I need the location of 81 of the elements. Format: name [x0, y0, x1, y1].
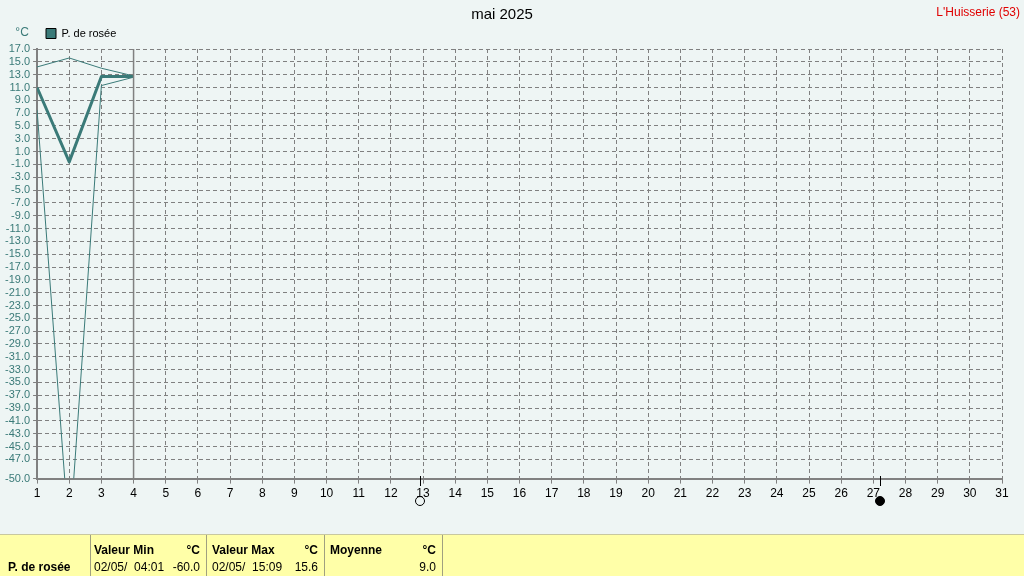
x-tick-label: 4 [130, 486, 138, 501]
y-tick-label: -19.0 [4, 272, 31, 285]
y-tick-label: -21.0 [4, 285, 31, 298]
text: Valeur Max [212, 543, 275, 557]
legend-label: P. de rosée [61, 26, 117, 39]
y-tick-label: 9.0 [14, 93, 31, 106]
y-tick-label: -11.0 [5, 221, 31, 234]
x-tick-label: 21 [673, 486, 688, 501]
x-tick-label: 29 [930, 486, 945, 501]
y-tick-label: -45.0 [4, 439, 31, 452]
x-tick-label: 12 [384, 486, 398, 501]
x-tick-label: 27 [866, 486, 881, 501]
x-tick-label: 8 [258, 486, 266, 501]
x-tick-label: 31 [995, 486, 1009, 501]
x-tick-label: 14 [448, 486, 463, 501]
x-tick-label: 16 [512, 486, 527, 501]
y-tick-label: 5.0 [14, 118, 31, 131]
x-tick-label: 17 [545, 486, 559, 501]
y-tick-label: -9.0 [11, 208, 31, 221]
y-tick-label: 7.0 [14, 106, 31, 119]
y-tick-label: -50.0 [4, 471, 31, 484]
y-tick-label: -25.0 [4, 311, 31, 324]
x-tick-label: 28 [898, 486, 913, 501]
y-tick-label: -33.0 [4, 362, 31, 375]
text: P. de rosée [8, 560, 71, 574]
x-tick-label: 25 [802, 486, 817, 501]
x-tick-label: 26 [834, 486, 849, 501]
y-tick-label: -7.0 [11, 195, 31, 208]
x-tick-label: 1 [33, 486, 41, 501]
text: 9.0 [419, 560, 436, 574]
y-tick-label: 3.0 [14, 131, 31, 144]
text: Valeur Min [94, 543, 155, 557]
x-tick-label: 30 [963, 486, 977, 501]
y-tick-label: -3.0 [11, 170, 31, 183]
text: -60.0 [172, 560, 200, 574]
y-tick-label: -35.0 [4, 375, 31, 388]
y-tick-label: -27.0 [4, 324, 31, 337]
y-tick-label: -13.0 [4, 234, 31, 247]
x-tick-label: 10 [319, 486, 334, 501]
x-tick-label: 20 [641, 486, 656, 501]
text: Moyenne [330, 543, 383, 557]
y-tick-label: 15.0 [8, 54, 31, 67]
y-axis-title: °C [15, 25, 30, 40]
y-tick-label: -15.0 [4, 247, 31, 260]
y-tick-label: -47.0 [4, 452, 31, 465]
y-tick-label: 11.0 [9, 80, 31, 93]
x-tick-label: 18 [577, 486, 591, 501]
text: °C [304, 543, 318, 557]
text: °C [422, 543, 436, 557]
x-tick-label: 22 [705, 486, 720, 501]
y-tick-label: -43.0 [4, 426, 31, 439]
x-tick-label: 2 [65, 486, 73, 501]
text: 02/05/ 04:01 [94, 560, 165, 574]
y-tick-label: -29.0 [4, 336, 31, 349]
text: °C [186, 543, 200, 557]
x-tick-label: 13 [416, 486, 431, 501]
x-tick-label: 24 [770, 486, 784, 501]
y-tick-label: -37.0 [4, 388, 31, 401]
y-tick-label: -5.0 [11, 183, 31, 196]
x-tick-label: 7 [226, 486, 234, 501]
y-tick-label: -17.0 [4, 260, 31, 273]
text: 15.6 [294, 560, 318, 574]
x-tick-label: 9 [291, 486, 299, 501]
y-tick-label: -1.0 [11, 157, 31, 170]
x-tick-label: 15 [480, 486, 495, 501]
x-tick-label: 19 [609, 486, 624, 501]
y-tick-label: -23.0 [4, 298, 31, 311]
x-tick-label: 11 [352, 486, 366, 501]
text: L'Huisserie (53) [936, 5, 1020, 19]
y-tick-label: 13.0 [8, 67, 31, 80]
y-tick-label: -41.0 [4, 413, 31, 426]
text: 02/05/ 15:09 [212, 560, 283, 574]
y-tick-label: -31.0 [4, 349, 31, 362]
x-tick-label: 23 [738, 486, 752, 501]
y-tick-label: 17.0 [8, 42, 31, 55]
x-tick-label: 5 [162, 486, 170, 501]
y-tick-label: 1.0 [14, 144, 31, 157]
y-tick-label: -39.0 [4, 401, 31, 414]
chart-title: mai 2025 [471, 5, 533, 23]
x-tick-label: 3 [98, 486, 106, 501]
x-tick-label: 6 [194, 486, 202, 501]
